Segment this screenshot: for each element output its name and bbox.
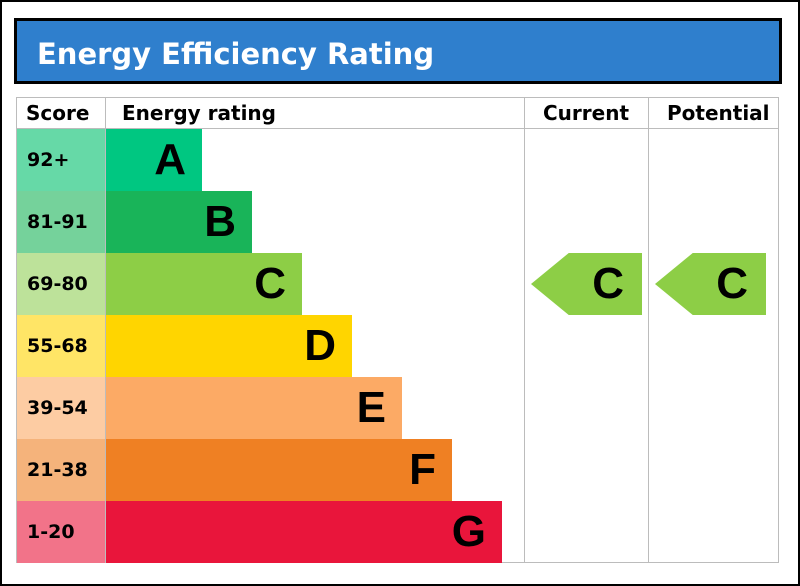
score-cell-a: 92+ [17,129,105,191]
band-bar-a: A [106,129,202,191]
potential-column-divider [648,97,649,563]
band-bar-d: D [106,315,352,377]
band-letter-g: G [451,507,486,556]
score-cell-f: 21-38 [17,439,105,501]
band-letter-c: C [254,259,286,308]
band-bar-f: F [106,439,452,501]
band-bar-g: G [106,501,502,563]
score-column-divider [105,97,106,563]
score-cell-c: 69-80 [17,253,105,315]
energy-rating-header: Energy rating [122,101,276,125]
page-title: Energy Efficiency Rating [37,37,435,71]
band-letter-d: D [304,321,336,370]
band-bar-b: B [106,191,252,253]
band-letter-b: B [204,197,236,246]
score-cell-b: 81-91 [17,191,105,253]
band-letter-f: F [409,445,436,494]
title-bar: Energy Efficiency Rating [14,18,782,84]
score-header: Score [26,101,90,125]
current-rating-letter: C [592,259,624,308]
band-letter-a: A [154,135,186,184]
band-letter-e: E [356,383,386,432]
band-bar-e: E [106,377,402,439]
potential-rating-letter: C [716,259,748,308]
score-cell-e: 39-54 [17,377,105,439]
header-divider [16,128,779,129]
current-header: Current [543,101,630,125]
current-column-divider [524,97,525,563]
band-bar-c: C [106,253,302,315]
score-cell-d: 55-68 [17,315,105,377]
potential-header: Potential [667,101,770,125]
score-cell-g: 1-20 [17,501,105,563]
